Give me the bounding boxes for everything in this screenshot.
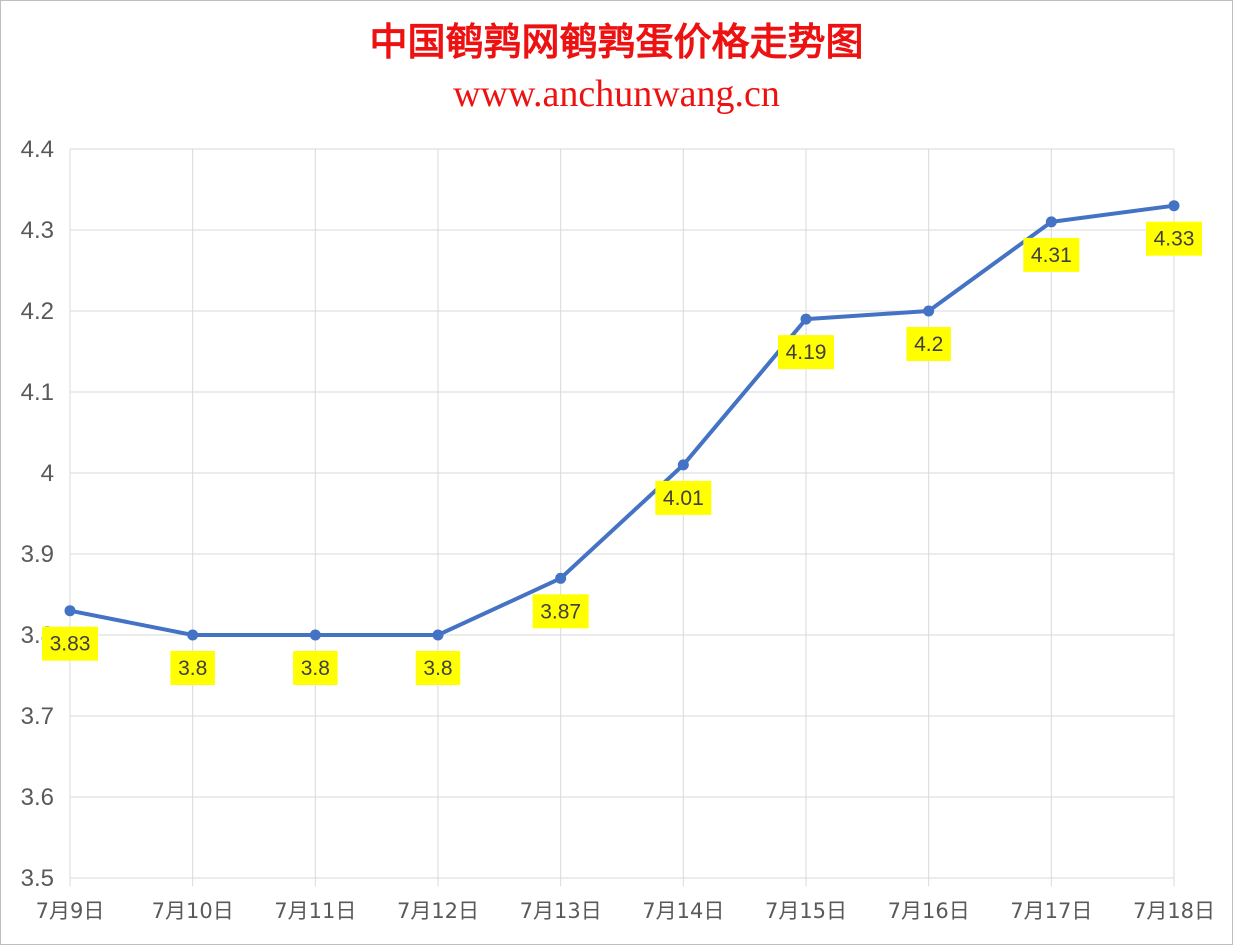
y-tick-label: 4.3 — [21, 217, 54, 244]
gridlines — [69, 148, 1175, 886]
y-tick-label: 3.9 — [21, 541, 54, 568]
x-tick-label: 7月10日 — [152, 899, 234, 923]
data-label: 3.8 — [423, 657, 452, 680]
y-tick-label: 3.7 — [21, 703, 54, 730]
data-label-background — [655, 480, 712, 515]
y-tick-label: 4 — [41, 460, 54, 487]
x-tick-label: 7月13日 — [520, 899, 602, 923]
data-label-background — [906, 327, 951, 361]
x-tick-label: 7月16日 — [888, 899, 970, 923]
data-label-background — [293, 651, 338, 685]
y-tick-label: 4.1 — [21, 379, 54, 406]
x-tick-label: 7月15日 — [765, 899, 847, 923]
data-point — [64, 605, 76, 617]
data-label: 4.33 — [1154, 228, 1195, 251]
data-label: 3.8 — [178, 657, 207, 680]
data-point — [555, 572, 567, 584]
data-label-background — [42, 626, 98, 661]
x-tick-label: 7月14日 — [642, 899, 724, 923]
data-point — [677, 459, 689, 471]
data-label: 4.31 — [1031, 244, 1072, 267]
data-label: 3.8 — [301, 657, 330, 680]
y-tick-label: 3.5 — [21, 865, 54, 892]
x-tick-label: 7月17日 — [1010, 899, 1092, 923]
x-tick-label: 7月9日 — [36, 899, 105, 923]
data-label-background — [1146, 221, 1202, 256]
data-label: 3.83 — [50, 633, 91, 656]
y-tick-label: 4.2 — [21, 298, 54, 325]
data-point — [309, 629, 321, 641]
data-label: 4.2 — [914, 333, 943, 356]
data-labels: 3.83 3.8 3.8 3.8 3.87 4.01 4.19 4.2 4.31 4.33 — [42, 221, 1202, 685]
data-point — [432, 629, 444, 641]
x-tick-label: 7月18日 — [1133, 899, 1215, 923]
data-label-background — [1023, 237, 1080, 272]
data-point — [923, 305, 935, 317]
y-tick-label: 3.6 — [21, 784, 54, 811]
data-point — [1168, 200, 1180, 212]
data-label-background — [532, 594, 589, 629]
data-label: 3.87 — [540, 600, 581, 623]
chart-title: 中国鹌鹑网鹌鹑蛋价格走势图 — [369, 19, 864, 64]
series-polyline — [68, 203, 1176, 637]
data-label-background — [170, 651, 215, 685]
data-label: 4.01 — [663, 487, 704, 510]
data-label: 4.19 — [786, 341, 827, 364]
data-point — [1045, 216, 1057, 228]
chart-subtitle: www.anchunwang.cn — [453, 73, 780, 115]
data-point — [187, 629, 199, 641]
x-tick-label: 7月11日 — [274, 899, 356, 923]
x-tick-label: 7月12日 — [397, 899, 479, 923]
y-tick-label: 4.4 — [21, 136, 54, 163]
axes: 3.5 3.6 3.7 3.8 3.9 4 4.1 4.2 4.3 4.4 7月9日 7月10日 7月1… — [21, 136, 1215, 923]
data-label-background — [778, 335, 834, 370]
series-line — [64, 200, 1180, 641]
data-label-background — [415, 651, 461, 685]
data-point — [800, 313, 812, 325]
